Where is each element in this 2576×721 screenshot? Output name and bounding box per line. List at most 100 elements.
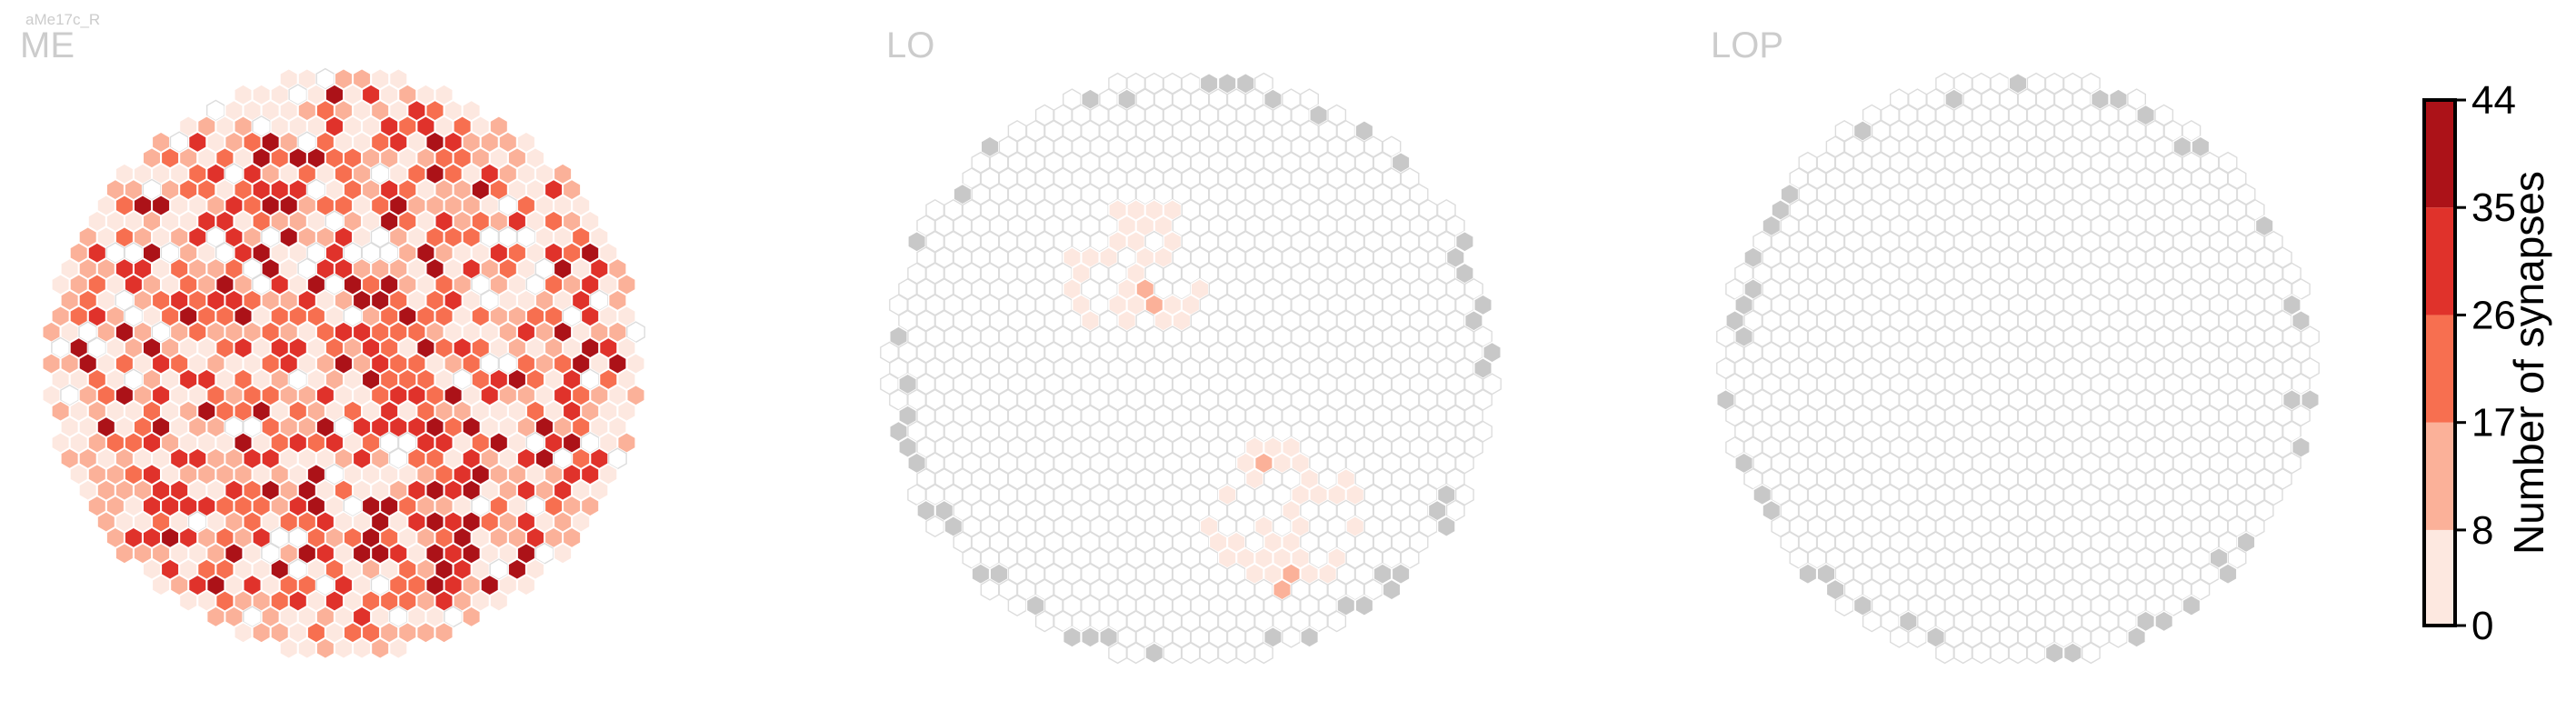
hex-cell-empty (2301, 356, 2320, 380)
hex-cell-boundary (2127, 626, 2147, 648)
hex-cell (434, 621, 454, 644)
hex-cell (416, 621, 435, 644)
hex-cell-empty (2081, 642, 2101, 665)
hex-cell-empty (1199, 642, 1219, 665)
hex-cell-empty (1181, 642, 1201, 665)
hex-cell-empty (1716, 325, 1735, 348)
panel-label-lop: LOP (1711, 25, 1783, 65)
hex-cell (553, 542, 573, 565)
hex-cell (234, 621, 253, 644)
panel-lo: LO (880, 25, 1502, 665)
hex-cell-empty (1108, 642, 1128, 665)
hex-cell (205, 606, 225, 628)
panel-lop: LOP (1711, 25, 2320, 665)
hex-cell-boundary (971, 563, 991, 586)
panel-label-lo: LO (886, 25, 934, 65)
hex-cell-boundary (1454, 230, 1474, 253)
hex-cell-boundary (2182, 594, 2202, 617)
hex-cell (115, 542, 135, 565)
hex-cell-empty (1126, 642, 1146, 665)
hex-cell-empty (626, 321, 645, 344)
hex-cell-boundary (1798, 563, 1818, 586)
hex-cell-empty (1889, 626, 1909, 648)
hex-cell-boundary (1144, 642, 1164, 665)
hex-cell (388, 637, 408, 660)
hex-cell-boundary (2154, 610, 2174, 633)
panel-me: ME (20, 25, 645, 660)
hex-cell (525, 558, 545, 581)
hex-cell-empty (1034, 610, 1054, 633)
hex-grid-me (42, 67, 645, 660)
hex-cell-empty (1935, 642, 1955, 665)
hex-cell (279, 637, 299, 660)
colorbar-tick-label: 26 (2471, 293, 2516, 337)
hex-cell (252, 621, 271, 644)
hex-cell-empty (2008, 642, 2028, 665)
hex-grid-lop (1716, 72, 2320, 665)
hex-cell-empty (1217, 642, 1237, 665)
hex-cell-empty (1235, 642, 1255, 665)
hex-cell-boundary (1382, 578, 1402, 601)
hex-cell (370, 637, 390, 660)
hex-cell (315, 637, 335, 660)
colorbar-band (2424, 100, 2455, 208)
hex-cell (151, 574, 171, 596)
hex-cell-boundary (2301, 388, 2320, 411)
hex-cell-empty (1953, 642, 1973, 665)
figure-subtitle: aMe17c_R (25, 11, 100, 28)
hex-cell (178, 589, 198, 613)
hex-cell-empty (608, 447, 627, 470)
colorbar-tick-label: 0 (2471, 604, 2493, 648)
hex-cell-boundary (1354, 594, 1374, 617)
colorbar-bands (2424, 100, 2455, 626)
hex-cell-boundary (1300, 626, 1320, 648)
hex-cell-empty (1972, 642, 1992, 665)
hex-cell-empty (1473, 388, 1493, 411)
hex-cell-empty (925, 515, 945, 538)
hex-cell (571, 510, 591, 534)
colorbar-tick-label: 35 (2471, 185, 2516, 230)
hex-cell (42, 321, 61, 344)
hex-cell-boundary (1062, 626, 1082, 648)
colorbar-band (2424, 207, 2455, 315)
colorbar-tick-label: 44 (2471, 78, 2516, 123)
hex-cell-boundary (2218, 563, 2238, 586)
hex-cell-empty (1990, 642, 2010, 665)
hex-cell-empty (1163, 642, 1183, 665)
hex-cell-boundary (2044, 642, 2064, 665)
hex-cell-empty (1716, 356, 1735, 380)
hex-cell-empty (1007, 594, 1027, 617)
hex-cell-empty (2245, 515, 2265, 538)
hex-cell (334, 637, 354, 660)
hex-cell-empty (2026, 642, 2046, 665)
hex-cell (589, 479, 609, 502)
hex-cell (489, 589, 509, 613)
hex-cell (516, 574, 536, 596)
hex-cell-empty (1862, 610, 1882, 633)
hex-cell (352, 637, 372, 660)
hex-cell (462, 606, 481, 628)
hex-cell-empty (2281, 452, 2301, 475)
hex-cell-empty (2109, 626, 2128, 648)
hex-cell-empty (2263, 484, 2283, 506)
hex-cell-boundary (2062, 642, 2082, 665)
hex-cell-empty (1282, 626, 1301, 648)
hex-cell-empty (1454, 484, 1474, 506)
hex-cell (297, 637, 317, 660)
hex-cell-boundary (1391, 563, 1411, 586)
colorbar-band (2424, 315, 2455, 423)
hex-cell-empty (980, 578, 1000, 601)
hex-cell-empty (1253, 642, 1273, 665)
colorbar-title: Number of synapses (2505, 171, 2552, 555)
hex-cell-boundary (1436, 515, 1456, 538)
hex-cell-empty (1908, 626, 1927, 648)
hex-cell-empty (2301, 325, 2320, 348)
hex-cell-boundary (1473, 294, 1493, 316)
hex-cell-boundary (1816, 563, 1836, 586)
hex-cell (42, 352, 61, 376)
colorbar-ticks: 0 8 17 26 35 44 (2455, 78, 2516, 648)
hex-cell-empty (1327, 610, 1347, 633)
panel-label-me: ME (20, 25, 75, 65)
hex-cell-boundary (1081, 626, 1100, 648)
colorbar-tick-label: 8 (2471, 508, 2493, 553)
